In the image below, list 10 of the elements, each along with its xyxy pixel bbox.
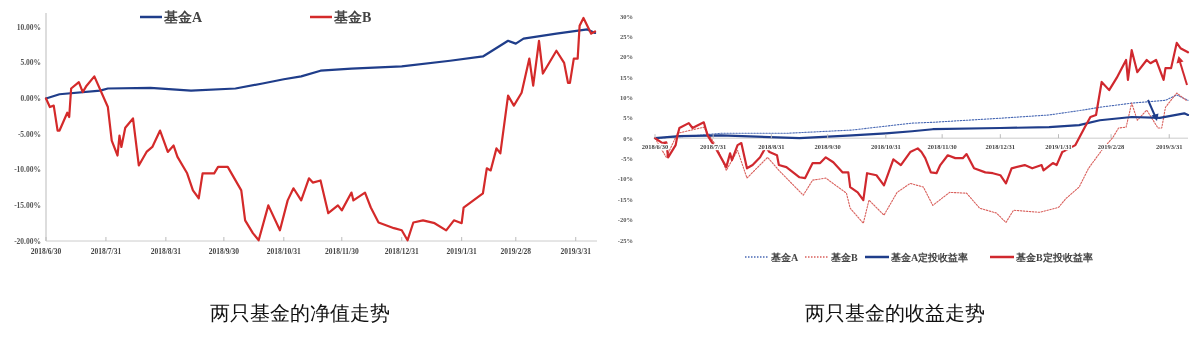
legend-label: 基金A <box>163 9 203 25</box>
text: 两只基金的净值走势 <box>210 301 390 325</box>
legend-label: 基金B <box>333 9 372 25</box>
legend-label: 基金B <box>830 251 858 263</box>
legend-label: 基金B定投收益率 <box>1015 251 1093 263</box>
legend-label: 基金A定投收益率 <box>890 251 969 263</box>
line-series <box>653 112 1190 140</box>
text: 两只基金的收益走势 <box>805 301 985 325</box>
legend-label: 基金A <box>770 251 799 263</box>
line-series <box>44 28 597 100</box>
